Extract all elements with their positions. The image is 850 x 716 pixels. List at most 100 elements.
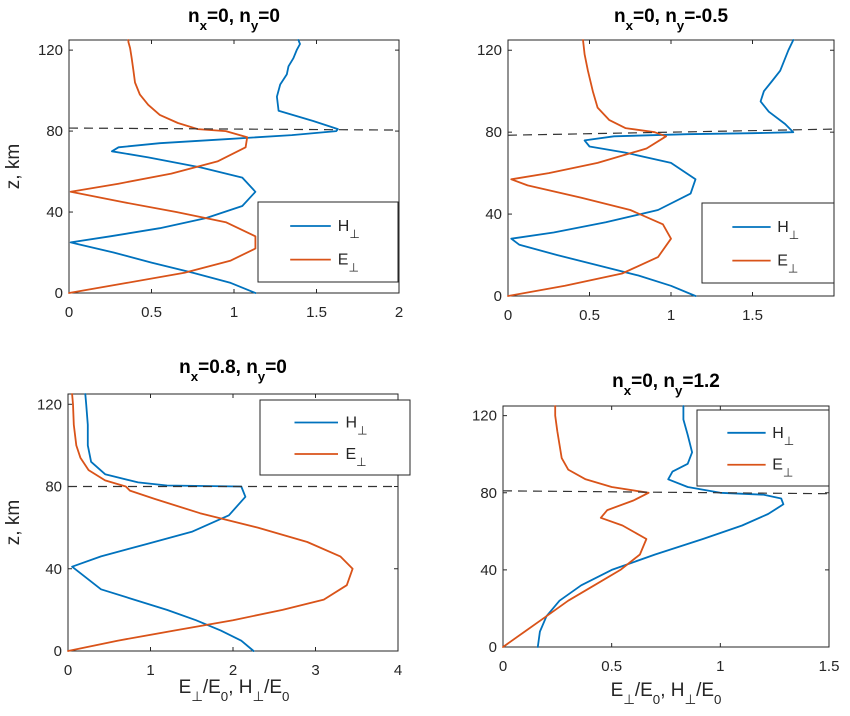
x-tick-label: 1 [716,658,724,675]
y-tick-label: 0 [494,288,502,305]
series-line-e [507,39,672,297]
legend-entry-part: ⊥ [789,228,799,242]
series-line-h [69,39,339,294]
x-tick-label: 1 [230,304,238,321]
legend-box [257,201,399,283]
y-tick-label: 80 [480,485,497,502]
panel-title-part: =0, n [633,6,677,27]
x-axis-label-part: ⊥ [623,692,635,707]
legend-entry-part: ⊥ [348,261,358,275]
legend: H ⊥E⊥ [696,409,830,487]
x-axis-label-part: , H [660,680,684,701]
legend-entry-part: H [346,415,358,432]
series-line-h [536,405,785,648]
x-tick-label: 1.5 [819,658,840,675]
legend-entry-part: H [772,425,784,442]
legend-entry: E⊥ [777,253,798,276]
x-axis-label-part: 0 [714,692,721,707]
panel-title-part: =-0.5 [684,6,728,27]
series-line-e [67,393,354,652]
series-line-e [502,405,650,648]
panel-title-part: =0, n [631,371,675,392]
panel-title: nx=0, ny=0 [188,6,280,33]
x-axis-label-part: 0 [282,689,289,704]
panel-title-part: n [179,357,191,378]
y-tick-label: 80 [45,479,62,496]
legend-box [696,409,830,487]
y-tick-label: 0 [54,643,62,660]
x-tick-label: 2 [229,662,237,679]
x-axis-label-part: , H [228,677,252,698]
legend-entry: E⊥ [346,446,367,469]
panel-title-part: x [624,383,632,398]
x-tick-label: 1.5 [742,307,763,324]
legend-entry-part: ⊥ [356,455,366,469]
x-tick-label: 0 [64,662,72,679]
legend-entry-part: ⊥ [349,227,359,241]
x-tick-label: 4 [394,662,402,679]
panel-title-part: =1.2 [682,371,720,392]
panel-title: nx=0.8, ny=0 [179,357,287,384]
y-tick-label: 120 [477,42,502,59]
legend-entry-part: E [346,446,357,463]
x-axis-label-part: 0 [653,692,660,707]
panel-title-part: y [675,383,683,398]
panel-title-part: n [612,371,624,392]
boundary-dashed-line [68,127,400,131]
x-axis-label-part: ⊥ [684,692,696,707]
legend-entry-part: E [338,252,349,269]
x-axis-label-part: /E [635,680,653,701]
y-axis-label: z, km [3,500,24,545]
x-tick-label: 1.5 [306,304,327,321]
y-tick-label: 80 [485,124,502,141]
x-tick-label: 1 [667,307,675,324]
legend-entry: E⊥ [772,457,793,480]
legend-entry: E⊥ [338,252,359,275]
panel-title-part: =0.8, n [198,357,258,378]
legend: H⊥E⊥ [701,202,835,284]
x-tick-label: 3 [311,662,319,679]
y-tick-label: 40 [46,204,63,221]
y-tick-label: 80 [46,123,63,140]
legend-entry-part: E [772,457,783,474]
panel-title-part: x [200,18,208,33]
series-line-h [510,39,795,297]
x-axis-label-part: /E [264,677,282,698]
panel-title-part: =0, n [207,6,251,27]
x-tick-label: 0 [504,307,512,324]
legend-entry: H⊥ [346,415,368,438]
panel-title-part: y [258,369,266,384]
panel-title-part: n [188,6,200,27]
legend: H⊥E⊥ [259,399,411,476]
y-tick-label: 0 [55,285,63,302]
legend-entry-part: H [777,219,789,236]
legend-entry-part: ⊥ [788,262,798,276]
legend-entry: H⊥ [338,218,360,241]
x-axis-label-part: ⊥ [191,689,203,704]
y-tick-label: 0 [489,639,497,656]
y-tick-label: 120 [37,396,62,413]
x-axis-label-part: E [611,680,624,701]
legend-box [701,202,835,284]
panel-title: nx=0, ny=-0.5 [614,6,729,33]
y-tick-label: 40 [485,206,502,223]
x-axis-label-part: /E [696,680,714,701]
legend: H⊥ E⊥ [257,201,399,283]
legend-entry: H⊥ [777,219,799,242]
boundary-dashed-line [507,128,835,136]
x-tick-label: 0 [65,304,73,321]
panel-title-part: x [191,369,199,384]
panel-title-part: n [614,6,626,27]
legend-entry-part: ⊥ [783,466,793,480]
panel-title-part: x [626,18,634,33]
x-tick-label: 2 [395,304,403,321]
x-tick-label: 0.5 [601,658,622,675]
panel-title-part: =0 [258,6,280,27]
x-tick-label: 0 [499,658,507,675]
legend-box [259,399,411,476]
x-tick-label: 0.5 [141,304,162,321]
